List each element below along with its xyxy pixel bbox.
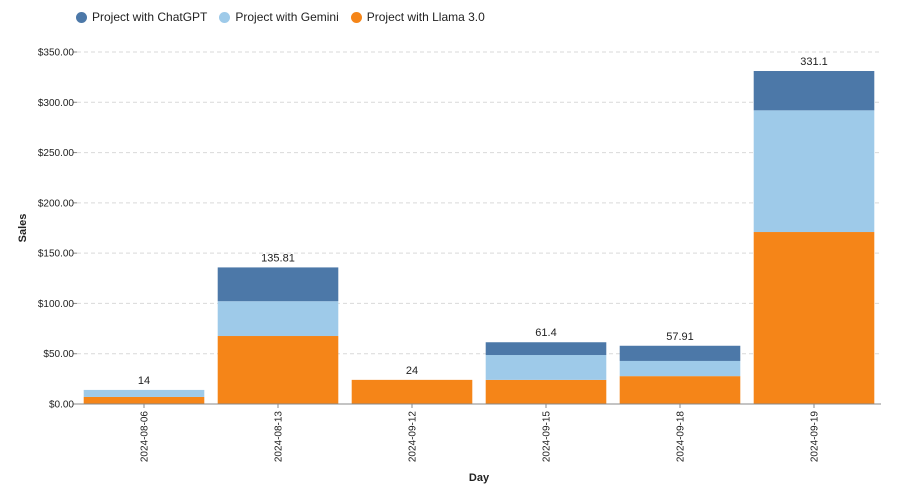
y-tick-label: $300.00 — [38, 98, 75, 109]
bar-segment-project-with-gemini — [217, 301, 339, 337]
bar-segment-project-with-llama-3-0 — [619, 376, 741, 404]
bar-total-label: 14 — [138, 375, 150, 387]
legend-label-llama: Project with Llama 3.0 — [366, 10, 485, 24]
x-tick-label: 2024-08-13 — [274, 411, 285, 463]
chart-legend: Project with ChatGPT Project with Gemini… — [76, 10, 485, 24]
grid-lines — [77, 51, 881, 355]
x-tick-label: 2024-09-12 — [408, 411, 419, 463]
bar-total-label: 135.81 — [261, 252, 295, 264]
legend-label-chatgpt: Project with ChatGPT — [92, 10, 208, 24]
bar-segment-project-with-llama-3-0 — [485, 379, 607, 404]
bar-segment-project-with-gemini — [485, 355, 607, 380]
bar-segment-project-with-llama-3-0 — [351, 379, 473, 404]
bar-segment-project-with-chatgpt — [619, 345, 741, 361]
bar-segment-project-with-gemini — [619, 360, 741, 377]
y-tick-label: $200.00 — [38, 198, 75, 209]
bar-segment-project-with-chatgpt — [753, 71, 875, 111]
bar-total-label: 24 — [406, 365, 418, 377]
legend-label-gemini: Project with Gemini — [235, 10, 339, 24]
axes: $0.00 $50.00 $100.00 $150.00 $200.00 $250.00 $… — [38, 48, 881, 463]
y-axis-title: Sales — [17, 214, 29, 243]
legend-swatch-gemini — [219, 11, 231, 23]
legend-item-llama[interactable]: Project with Llama 3.0 — [350, 10, 485, 24]
y-tick-label: $50.00 — [43, 349, 74, 360]
y-tick-label: $250.00 — [38, 148, 75, 159]
bar-segment-project-with-chatgpt — [217, 267, 339, 302]
bar-segment-project-with-gemini — [753, 110, 875, 233]
legend-swatch-chatgpt — [76, 11, 87, 23]
bar-segment-project-with-llama-3-0 — [217, 336, 339, 404]
bars: 14 135.81 24 61.4 57.91 331.1 — [83, 56, 875, 404]
x-axis-title: Day — [469, 472, 490, 484]
bar-segment-project-with-llama-3-0 — [83, 396, 205, 404]
y-tick-label: $0.00 — [49, 400, 74, 411]
x-tick-label: 2024-09-18 — [676, 411, 687, 463]
x-tick-label: 2024-09-15 — [542, 411, 553, 463]
y-tick-label: $150.00 — [38, 249, 75, 260]
x-tick-label: 2024-08-06 — [140, 411, 151, 463]
x-tick-label: 2024-09-19 — [810, 411, 821, 463]
y-tick-label: $350.00 — [38, 48, 75, 59]
legend-swatch-llama — [350, 11, 362, 23]
bar-segment-project-with-llama-3-0 — [753, 232, 875, 404]
legend-item-chatgpt[interactable]: Project with ChatGPT — [76, 10, 207, 24]
bar-segment-project-with-gemini — [83, 389, 205, 397]
y-tick-label: $100.00 — [38, 299, 75, 310]
bar-total-label: 331.1 — [800, 56, 828, 68]
legend-item-gemini[interactable]: Project with Gemini — [219, 10, 339, 24]
bar-segment-project-with-chatgpt — [485, 342, 607, 356]
bar-total-label: 61.4 — [535, 327, 556, 339]
bar-total-label: 57.91 — [666, 331, 694, 343]
